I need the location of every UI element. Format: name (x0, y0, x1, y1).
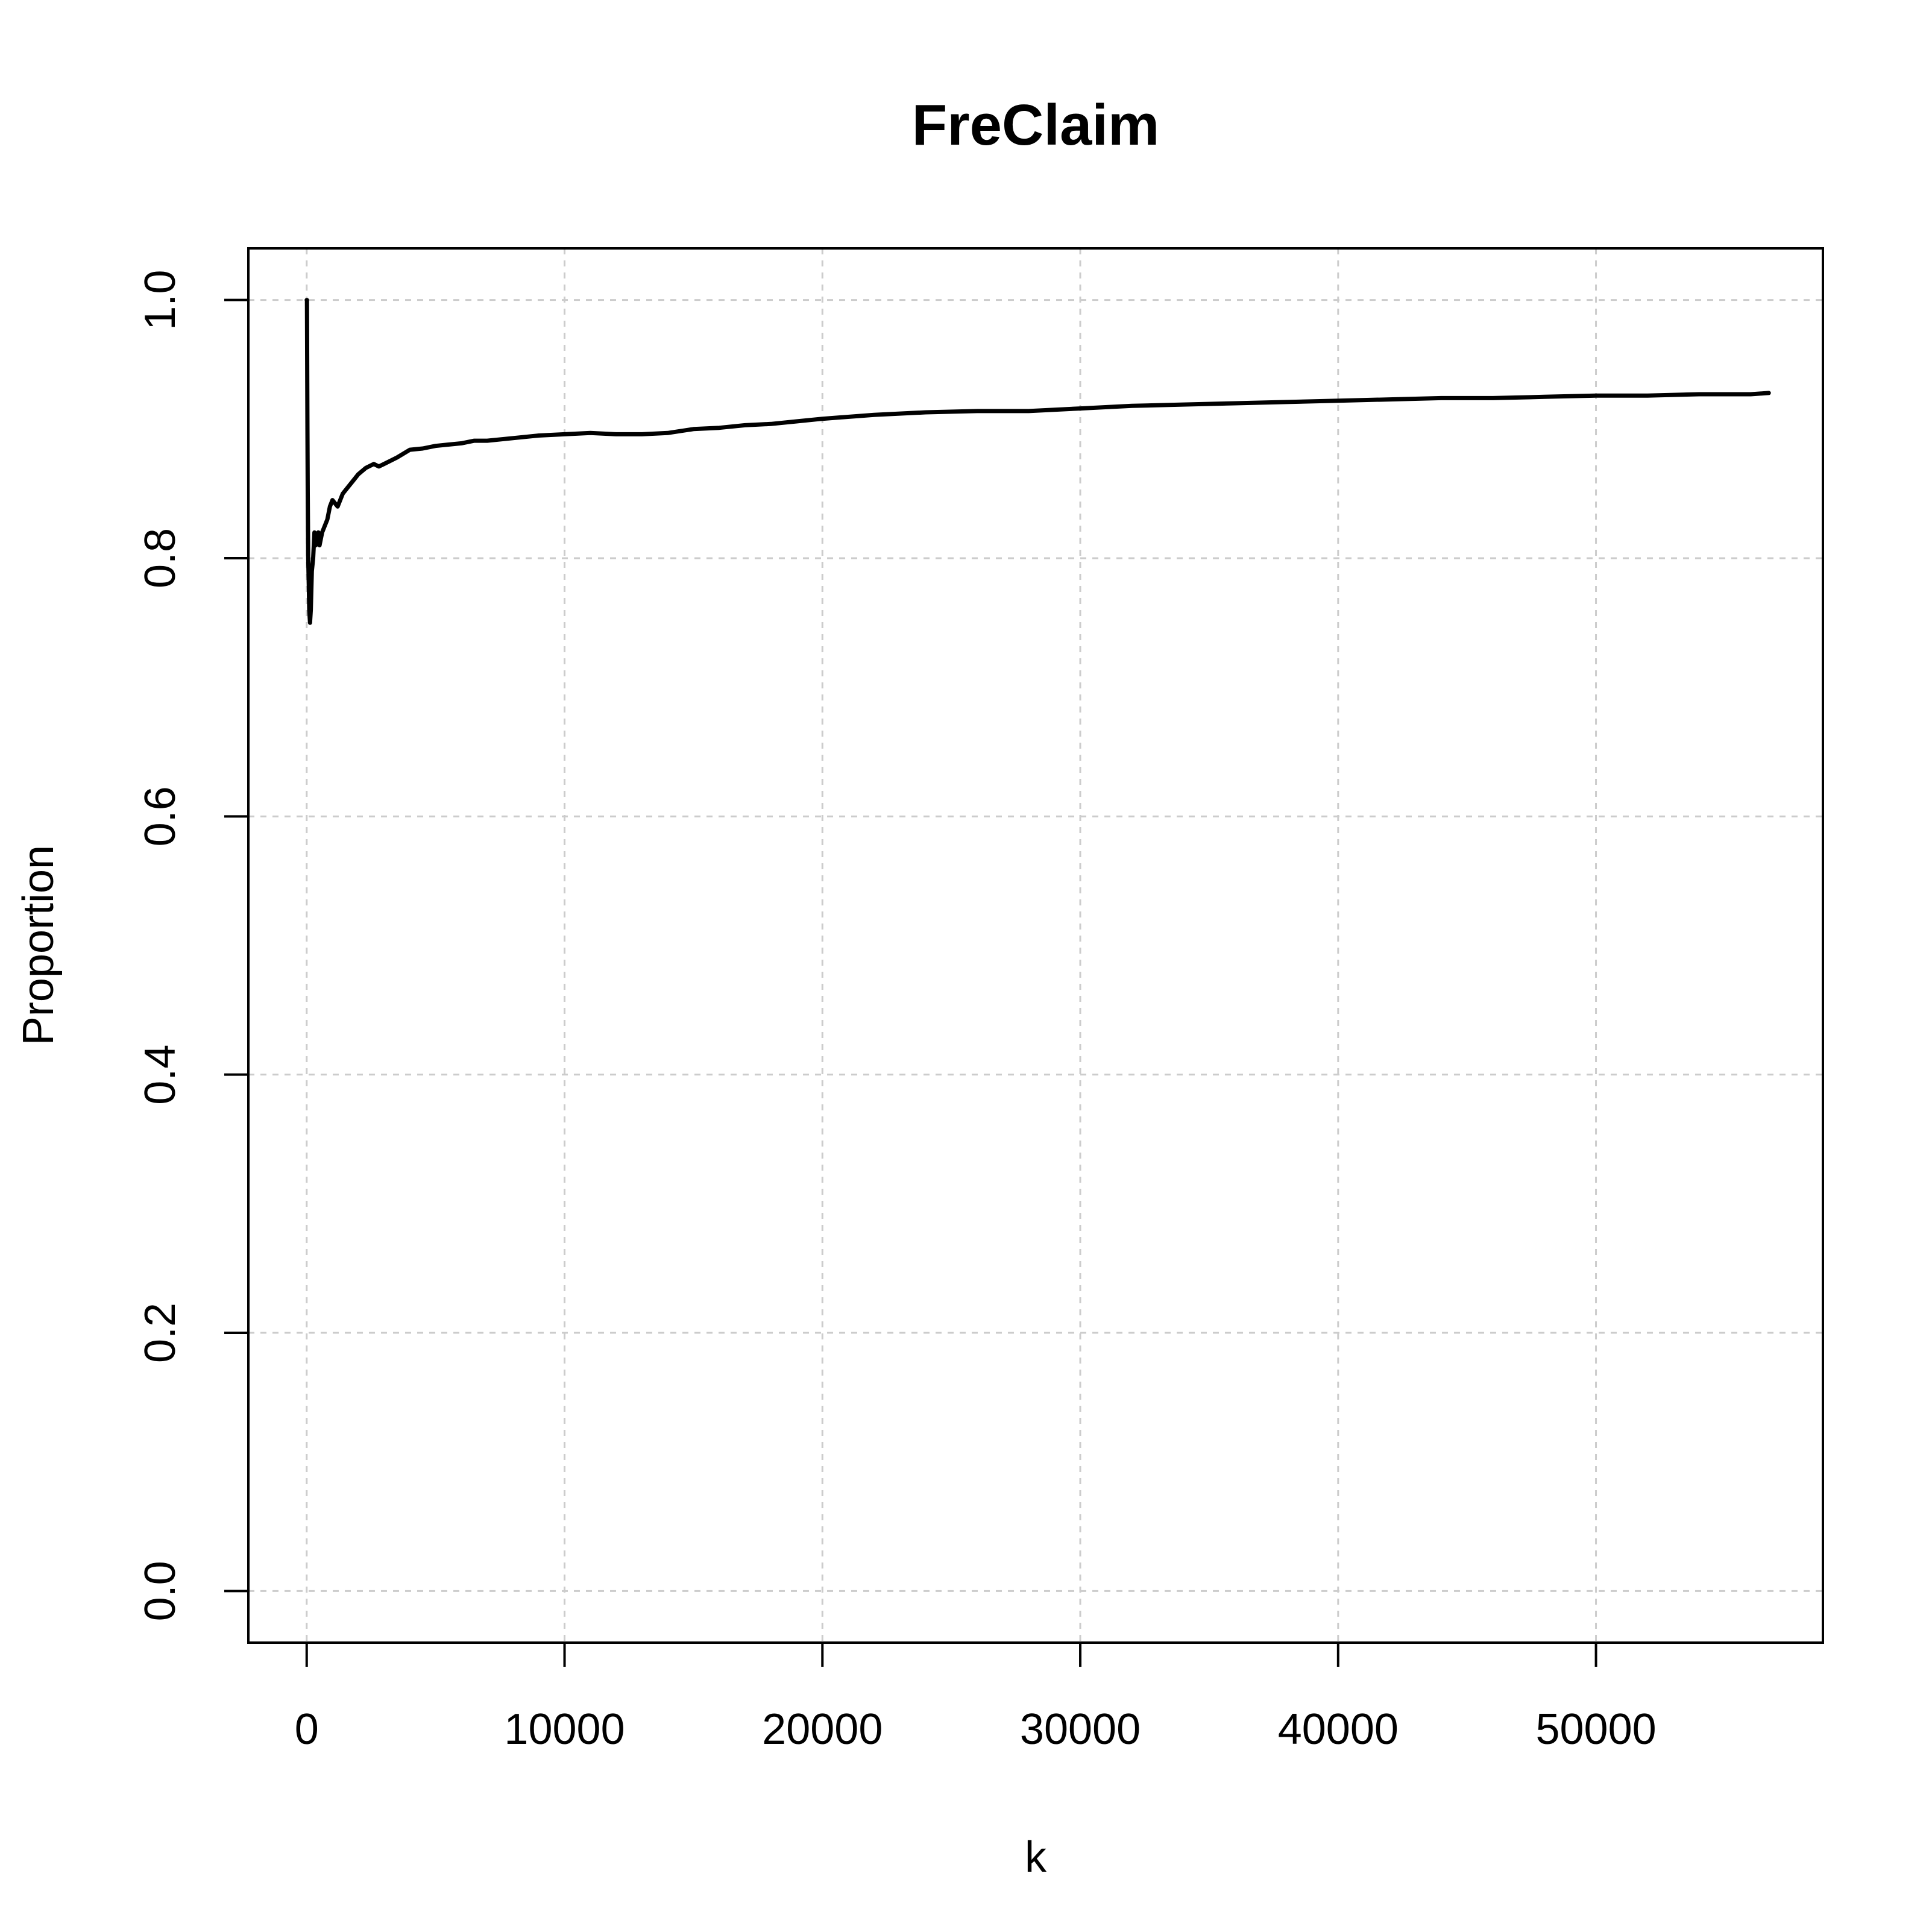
y-tick-label: 0.4 (136, 1045, 184, 1105)
x-tick-label: 30000 (1020, 1705, 1141, 1754)
plot-frame (247, 247, 1824, 1644)
y-tick-label: 0.6 (136, 786, 184, 846)
y-axis-label: Proportion (14, 845, 63, 1045)
chart-title: FreClaim (912, 93, 1160, 157)
y-tick-label: 0.8 (136, 528, 184, 588)
series-line-solid (304, 298, 1771, 625)
x-axis: 0 10000 20000 30000 40000 50000 (295, 1641, 1657, 1754)
series-line-dashed (306, 299, 313, 624)
y-tick-label: 1.0 (136, 270, 184, 330)
x-tick-label: 50000 (1535, 1705, 1656, 1754)
x-tick-label: 0 (295, 1705, 319, 1754)
x-tick-label: 20000 (762, 1705, 883, 1754)
series-group (304, 298, 1771, 625)
x-axis-label: k (1025, 1833, 1047, 1881)
y-tick-label: 0.0 (136, 1561, 184, 1621)
x-tick-label: 40000 (1278, 1705, 1399, 1754)
x-tick-label: 10000 (504, 1705, 625, 1754)
y-tick-label: 0.2 (136, 1303, 184, 1363)
grid (248, 248, 1823, 1643)
y-axis: 0.0 0.2 0.4 0.6 0.8 1.0 (136, 270, 250, 1621)
